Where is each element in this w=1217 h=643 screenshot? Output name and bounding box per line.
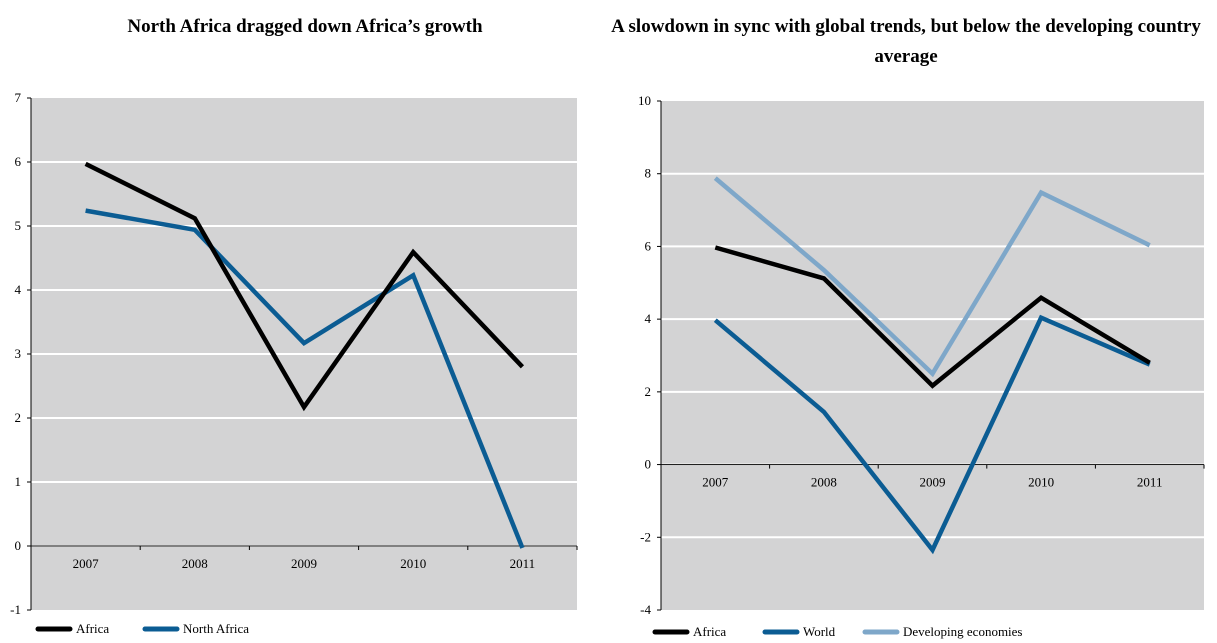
x-tick-label-right: 2009 xyxy=(920,475,946,490)
y-tick-label-left: 2 xyxy=(15,410,22,425)
y-tick-label-right: -4 xyxy=(640,602,651,617)
x-tick-label-left: 2010 xyxy=(400,556,426,571)
y-tick-label-left: 0 xyxy=(15,538,22,553)
series-line-right-world xyxy=(713,314,1151,555)
legend-label-left-0: Africa xyxy=(76,621,109,636)
series-line-right-africa xyxy=(714,245,1151,389)
y-tick-label-right: 4 xyxy=(645,311,652,326)
x-tick-label-left: 2007 xyxy=(73,556,100,571)
x-tick-label-right: 2007 xyxy=(702,475,729,490)
series-line-left-north-africa xyxy=(85,208,525,549)
x-tick-label-left: 2011 xyxy=(510,556,536,571)
y-tick-label-right: 10 xyxy=(638,93,651,108)
y-tick-label-left: 1 xyxy=(15,474,22,489)
y-tick-label-right: 6 xyxy=(645,238,652,253)
legend-label-left-1: North Africa xyxy=(183,621,249,636)
y-tick-label-left: 5 xyxy=(15,218,22,233)
y-tick-label-left: 6 xyxy=(15,154,22,169)
chart-right: -4 -2 0 2 4 6 8 10 2007 2008 2009 2010 2011 Africa Wor… xyxy=(638,93,1205,639)
y-tick-label-right: 8 xyxy=(645,166,652,181)
y-tick-label-right: -2 xyxy=(640,529,651,544)
legend-label-right-0: Africa xyxy=(693,624,726,639)
series-line-left-africa xyxy=(84,161,525,412)
series-line-right-developing-economies xyxy=(713,176,1151,378)
chart-title-left: North Africa dragged down Africa’s growt… xyxy=(127,16,483,37)
legend-label-right-2: Developing economies xyxy=(903,624,1023,639)
y-tick-label-left: 7 xyxy=(15,90,22,105)
chart-left: -1 0 1 2 3 4 5 6 7 2007 2008 2009 2010 2011 Africa Nort… xyxy=(10,90,578,636)
y-tick-label-left: 3 xyxy=(15,346,22,361)
x-tick-label-left: 2008 xyxy=(182,556,208,571)
y-tick-label-left: -1 xyxy=(10,602,21,617)
chart-title-right: A slowdown in sync with global trends, b… xyxy=(611,16,1201,67)
x-tick-label-right: 2010 xyxy=(1028,475,1054,490)
y-tick-label-right: 2 xyxy=(645,384,652,399)
legend-label-right-1: World xyxy=(803,624,836,639)
x-tick-label-right: 2008 xyxy=(811,475,837,490)
plot-area-right xyxy=(661,101,1204,610)
x-tick-label-left: 2009 xyxy=(291,556,317,571)
y-tick-label-left: 4 xyxy=(15,282,22,297)
x-tick-label-right: 2011 xyxy=(1137,475,1163,490)
y-tick-label-right: 0 xyxy=(645,457,652,472)
